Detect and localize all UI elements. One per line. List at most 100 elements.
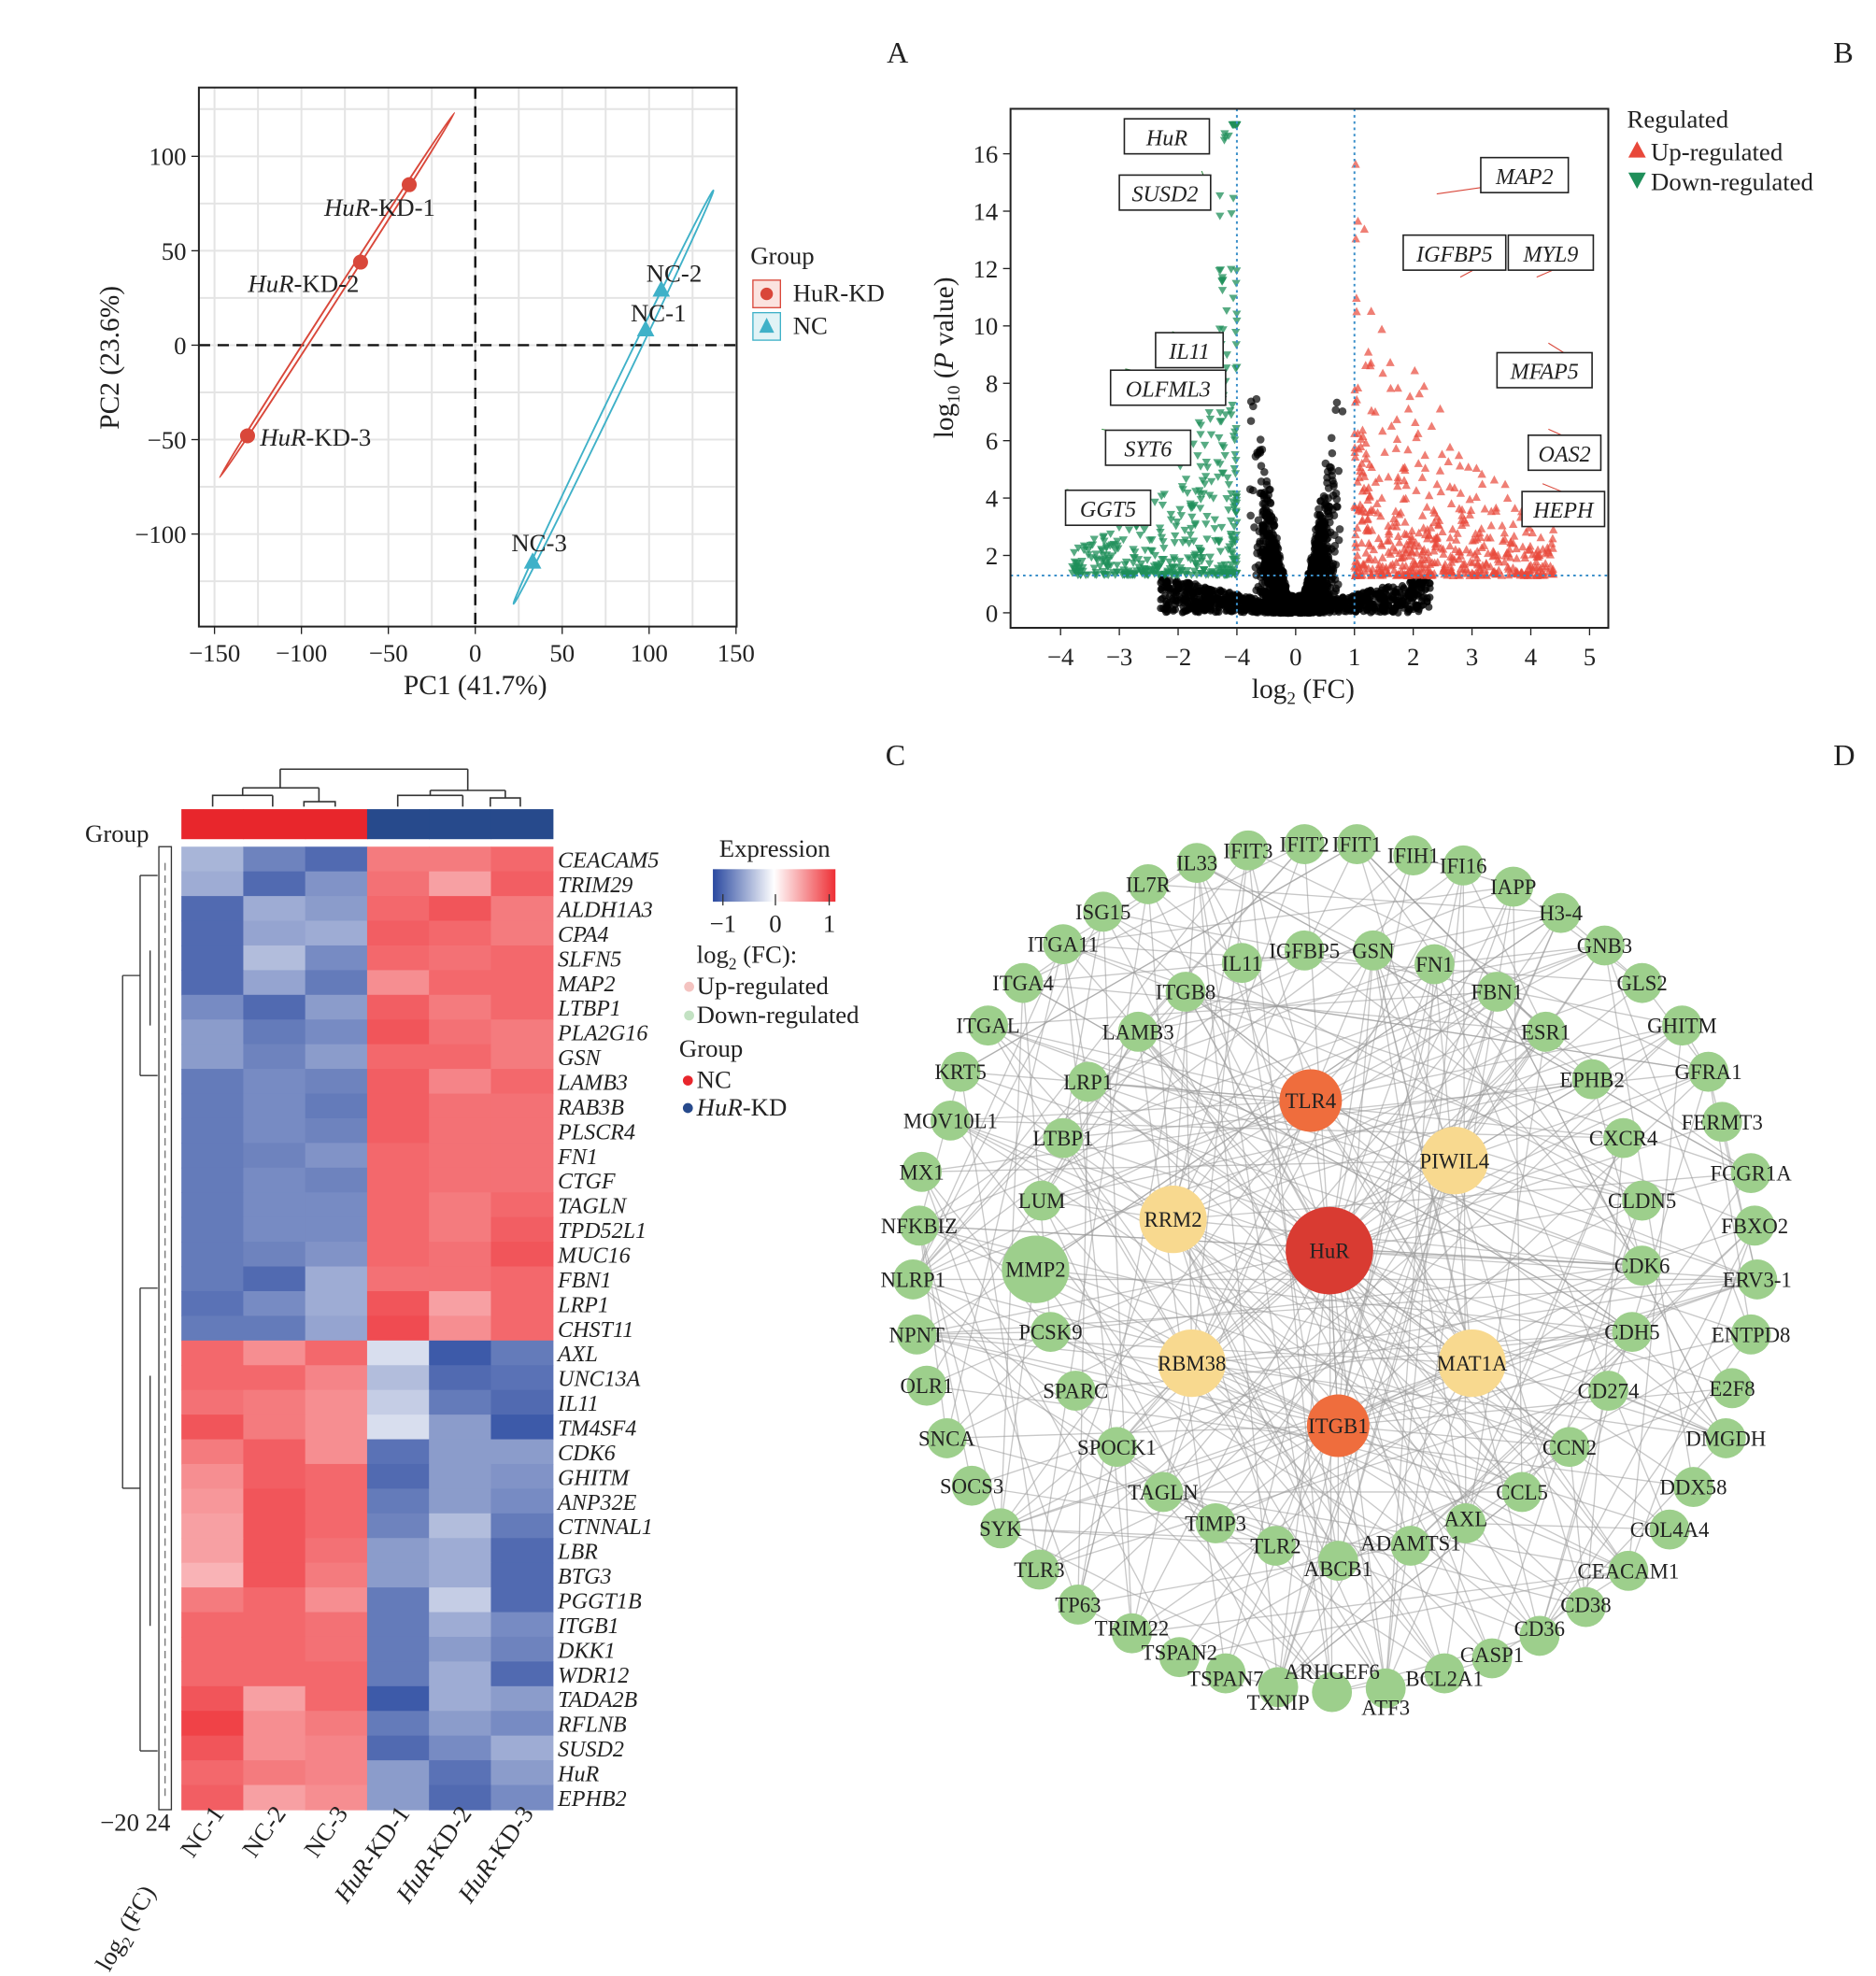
heatmap-cell [243,1636,306,1663]
up-regulated-point [1352,293,1361,302]
heatmap-cell [366,970,430,996]
group-annotation-cell [366,809,430,840]
nonsignificant-point [1256,537,1264,546]
nonsignificant-point [1330,607,1339,616]
up-regulated-point [1364,483,1373,491]
down-regulated-point [1183,554,1193,562]
up-regulated-point [1365,460,1374,469]
up-regulated-point [1365,553,1375,562]
heatmap-cell [366,1143,430,1169]
nonsignificant-point [1163,602,1172,610]
down-regulated-point [1204,560,1215,568]
legend-label: HuR-KD [793,279,885,307]
heatmap-cell [429,1538,492,1564]
up-regulated-point [1445,533,1455,542]
down-regulated-point [1150,551,1160,560]
nonsignificant-point [1378,604,1386,613]
up-regulated-point [1400,517,1410,526]
x-tick-label: 3 [1466,643,1478,671]
heatmap-cell [181,1685,245,1712]
up-regulated-point [1454,450,1464,460]
y-tick-label: 8 [986,370,998,398]
heatmap-cell [305,1760,368,1786]
point-label: HuR-KD-1 [323,193,435,221]
heatmap-cell [243,945,306,972]
panel-label-a: A [887,36,908,69]
up-regulated-point [1436,543,1445,552]
heatmap-cell [181,1290,245,1317]
heatmap-cell [490,1661,554,1687]
heatmap-cell [490,846,554,873]
network-edge [1329,886,1514,1251]
gene-label: SUSD2 [1132,183,1199,207]
up-regulated-point [1471,463,1482,473]
panel-label-d: D [1833,738,1855,772]
heatmap-cell [490,1685,554,1712]
heatmap-cell [305,1242,368,1268]
heatmap-cell [243,1587,306,1613]
gene-label-box [1480,156,1570,193]
x-tick-label: 2 [1407,643,1419,671]
heatmap-cell [490,1513,554,1539]
heatmap-cell [181,1192,245,1218]
up-regulated-point [1461,564,1471,574]
heatmap-cell [305,1143,368,1169]
heatmap-cell [243,1661,306,1687]
down-regulated-point [1231,509,1241,518]
down-regulated-point [1206,431,1216,439]
nonsignificant-point [1195,608,1203,617]
heatmap-cell [243,1266,306,1292]
nonsignificant-point [1166,586,1174,594]
up-regulated-point [1359,561,1369,570]
nonsignificant-point [1256,489,1264,498]
gene-label: OLFML3 [1126,377,1211,402]
down-regulated-point [1198,476,1208,485]
row-label: MUC16 [557,1244,631,1269]
up-regulated-point [1502,493,1513,503]
row-label: UNC13A [558,1368,641,1392]
up-regulated-point [1354,505,1363,515]
down-regulated-point [1217,469,1227,477]
up-regulated-point [1465,494,1474,504]
down-regulated-point [1215,547,1226,556]
up-regulated-point [1489,547,1499,556]
confidence-ellipse [512,189,715,605]
up-regulated-point [1359,224,1370,234]
down-regulated-point [1185,540,1194,548]
heatmap-cell [366,896,430,922]
up-regulated-point [1378,553,1387,562]
down-regulated-point [1218,569,1229,577]
row-label: FBN1 [557,1269,612,1293]
nonsignificant-point [1252,607,1260,616]
gene-label-box [1155,332,1225,369]
row-label: DKK1 [557,1639,616,1663]
up-regulated-point [1417,511,1428,519]
network-edge [1337,963,1436,1427]
x-tick-label: 0 [1289,643,1301,671]
plot-frame [1009,107,1610,629]
row-label: RAB3B [557,1096,624,1120]
down-regulated-point [1222,495,1231,504]
up-regulated-point [1503,562,1513,571]
heatmap-cell [366,920,430,946]
down-regulated-point [1172,571,1182,579]
heatmap-cell [181,1513,245,1539]
up-regulated-point [1432,533,1442,543]
data-point [636,320,655,336]
nonsignificant-point [1320,493,1329,503]
heatmap-cell [305,1735,368,1761]
heatmap-cell [181,1463,245,1490]
down-regulated-point [1232,317,1242,325]
row-label: HuR [557,1763,599,1787]
heatmap-cell [243,1044,306,1070]
up-regulated-point [1392,415,1401,423]
up-regulated-point [1366,361,1375,370]
heatmap-cell [366,1365,430,1391]
heatmap-cell [305,1019,368,1045]
nonsignificant-point [1326,518,1334,527]
nonsignificant-point [1314,533,1323,542]
up-regulated-point [1500,479,1510,489]
point-label: HuR-KD-3 [259,423,371,451]
up-regulated-point [1438,527,1447,536]
row-label: CDK6 [558,1442,616,1466]
